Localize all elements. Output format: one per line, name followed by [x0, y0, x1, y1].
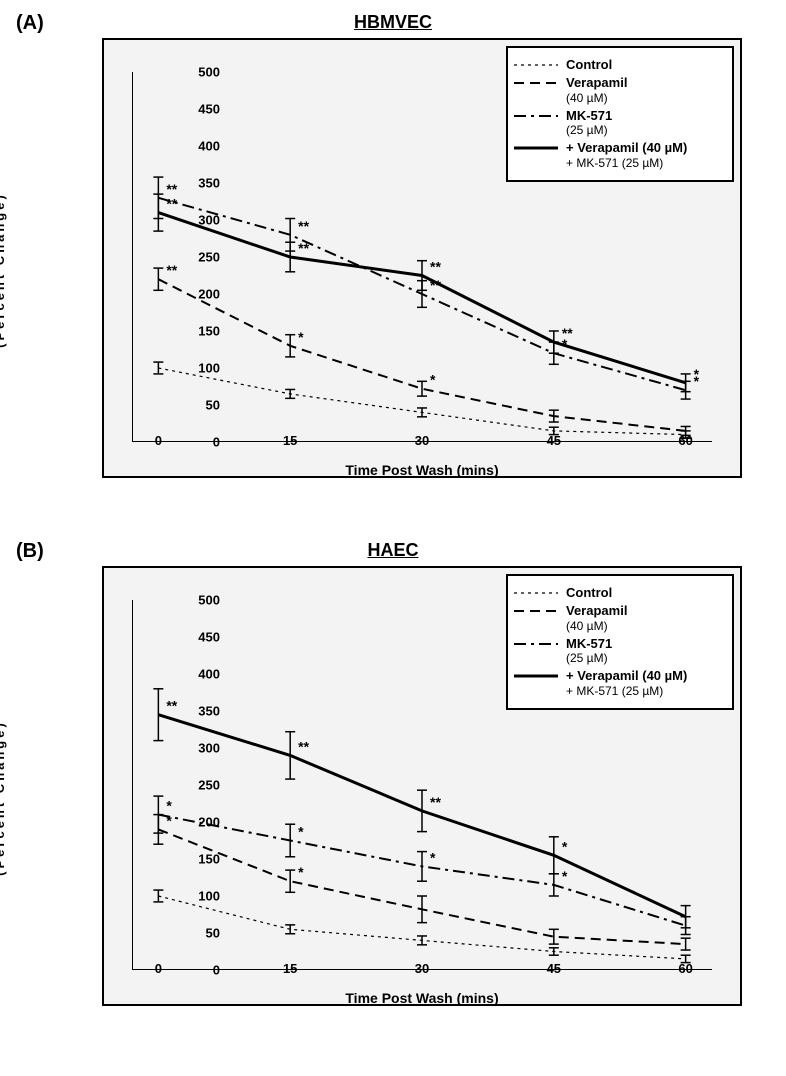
significance-marker: *: [298, 824, 304, 840]
significance-marker: **: [166, 181, 177, 197]
significance-marker: *: [430, 849, 436, 865]
y-tick-label: 100: [198, 361, 220, 376]
legend-item-control: Control: [512, 586, 724, 600]
y-axis-label: 3 H-Saquinavir (CPM/µg protein)(Percent …: [0, 164, 7, 377]
panel-b: (B)HAECTime Post Wash (mins)************…: [10, 538, 776, 1058]
panel-title: HBMVEC: [10, 12, 776, 33]
legend-item-verapamil: Verapamil(40 µM): [512, 604, 724, 633]
x-tick-label: 45: [547, 961, 561, 976]
x-tick-label: 15: [283, 433, 297, 448]
errorbar: [417, 852, 427, 882]
significance-marker: *: [166, 798, 172, 814]
significance-marker: *: [298, 864, 304, 880]
legend-label: Verapamil(40 µM): [566, 604, 627, 633]
x-tick-label: 15: [283, 961, 297, 976]
y-tick-label: 0: [213, 963, 220, 978]
legend-item-mk571: MK-571(25 µM): [512, 637, 724, 666]
y-tick-label: 450: [198, 630, 220, 645]
significance-marker: *: [430, 372, 436, 388]
y-tick-label: 50: [206, 398, 220, 413]
errorbar: [153, 268, 163, 290]
legend-item-combo: + Verapamil (40 µM)+ MK-571 (25 µM): [512, 669, 724, 698]
legend-item-mk571: MK-571(25 µM): [512, 109, 724, 138]
y-tick-label: 50: [206, 926, 220, 941]
significance-marker: *: [694, 366, 700, 382]
significance-marker: **: [166, 262, 177, 278]
plot-frame: Time Post Wash (mins)*************050100…: [102, 566, 742, 1006]
y-tick-label: 500: [198, 65, 220, 80]
series-control: [158, 368, 685, 435]
legend: Control Verapamil(40 µM) MK-571(25 µM) + Ve…: [506, 46, 734, 182]
y-tick-label: 350: [198, 176, 220, 191]
y-tick-label: 450: [198, 102, 220, 117]
figure-root: (A)HBMVECTime Post Wash (mins)**********…: [10, 10, 776, 1058]
plot-frame: Time Post Wash (mins)*******************…: [102, 38, 742, 478]
errorbar: [285, 335, 295, 357]
errorbar: [417, 408, 427, 417]
errorbar: [285, 925, 295, 934]
y-tick-label: 200: [198, 815, 220, 830]
y-tick-label: 150: [198, 852, 220, 867]
x-tick-label: 60: [678, 961, 692, 976]
significance-marker: **: [166, 698, 177, 714]
significance-marker: **: [430, 259, 441, 275]
significance-marker: **: [166, 196, 177, 212]
significance-marker: **: [298, 218, 309, 234]
legend-label: + Verapamil (40 µM)+ MK-571 (25 µM): [566, 669, 687, 698]
errorbar: [417, 936, 427, 945]
x-tick-label: 30: [415, 433, 429, 448]
y-tick-label: 100: [198, 889, 220, 904]
y-tick-label: 0: [213, 435, 220, 450]
y-tick-label: 250: [198, 250, 220, 265]
legend-label: Control: [566, 58, 612, 72]
legend-label: Control: [566, 586, 612, 600]
x-axis-label: Time Post Wash (mins): [104, 990, 740, 1006]
series-verapamil: [158, 829, 685, 944]
significance-marker: *: [298, 329, 304, 345]
y-tick-label: 250: [198, 778, 220, 793]
errorbar: [153, 890, 163, 902]
legend-label: MK-571(25 µM): [566, 637, 612, 666]
legend-label: Verapamil(40 µM): [566, 76, 627, 105]
y-tick-label: 300: [198, 741, 220, 756]
errorbar: [285, 389, 295, 398]
y-tick-label: 350: [198, 704, 220, 719]
legend-label: MK-571(25 µM): [566, 109, 612, 138]
panel-a: (A)HBMVECTime Post Wash (mins)**********…: [10, 10, 776, 530]
legend-item-control: Control: [512, 58, 724, 72]
y-tick-label: 150: [198, 324, 220, 339]
errorbar: [153, 362, 163, 374]
x-tick-label: 0: [155, 961, 162, 976]
significance-marker: *: [562, 868, 568, 884]
significance-marker: *: [166, 812, 172, 828]
y-tick-label: 400: [198, 667, 220, 682]
errorbar: [549, 874, 559, 896]
errorbar: [549, 948, 559, 955]
x-tick-label: 45: [547, 433, 561, 448]
y-tick-label: 400: [198, 139, 220, 154]
x-tick-label: 30: [415, 961, 429, 976]
legend: Control Verapamil(40 µM) MK-571(25 µM) + Ve…: [506, 574, 734, 710]
y-axis-label: 3 H-Saquinavir (CPM/µg protein)(Percent …: [0, 692, 7, 905]
significance-marker: **: [562, 325, 573, 341]
legend-label: + Verapamil (40 µM)+ MK-571 (25 µM): [566, 141, 687, 170]
y-tick-label: 200: [198, 287, 220, 302]
significance-marker: **: [298, 240, 309, 256]
y-tick-label: 300: [198, 213, 220, 228]
panel-title: HAEC: [10, 540, 776, 561]
errorbar: [681, 938, 691, 950]
significance-marker: *: [562, 838, 568, 854]
legend-item-verapamil: Verapamil(40 µM): [512, 76, 724, 105]
significance-marker: **: [298, 738, 309, 754]
x-axis-label: Time Post Wash (mins): [104, 462, 740, 478]
x-tick-label: 60: [678, 433, 692, 448]
legend-item-combo: + Verapamil (40 µM)+ MK-571 (25 µM): [512, 141, 724, 170]
significance-marker: **: [430, 794, 441, 810]
y-tick-label: 500: [198, 593, 220, 608]
x-tick-label: 0: [155, 433, 162, 448]
